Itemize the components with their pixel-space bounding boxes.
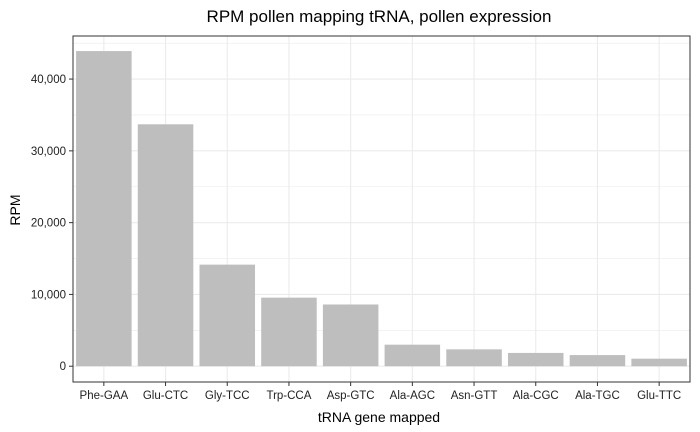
y-tick-label: 10,000 <box>31 289 66 301</box>
bar <box>569 355 626 367</box>
x-tick-label: Glu-CTC <box>143 390 188 402</box>
bar <box>261 297 317 367</box>
y-tick-label: 20,000 <box>31 218 66 230</box>
x-tick-label: Ala-TGC <box>575 390 620 402</box>
bar <box>631 358 687 367</box>
x-tick-label: Asn-GTT <box>451 390 498 402</box>
x-tick-label: Ala-AGC <box>390 390 435 402</box>
x-axis: Phe-GAA Glu-CTC Gly-TCC Trp-CCA Asp-GTC Ala-A… <box>80 382 681 402</box>
x-tick-label: Gly-TCC <box>205 390 250 402</box>
y-tick-label: 40,000 <box>31 74 66 86</box>
bar <box>507 352 564 367</box>
bar <box>137 124 194 367</box>
bar <box>322 304 379 367</box>
x-axis-title: tRNA gene mapped <box>318 409 440 425</box>
bar <box>199 264 256 367</box>
x-tick-label: Trp-CCA <box>266 390 311 402</box>
x-tick-label: Phe-GAA <box>80 390 129 402</box>
panel-border <box>72 35 691 383</box>
bar <box>446 349 502 367</box>
y-tick-label: 30,000 <box>31 146 66 158</box>
x-tick-label: Glu-TTC <box>637 390 681 402</box>
x-tick-label: Ala-CGC <box>513 390 559 402</box>
chart-title: RPM pollen mapping tRNA, pollen expressi… <box>207 7 552 26</box>
y-axis-title: RPM <box>7 194 23 225</box>
y-tick-label: 0 <box>60 361 66 373</box>
x-tick-label: Asp-GTC <box>327 390 375 402</box>
bar <box>76 51 132 367</box>
y-axis: 0 10,000 20,000 30,000 40,000 <box>31 74 73 373</box>
bars <box>76 51 687 367</box>
bar <box>384 344 441 367</box>
